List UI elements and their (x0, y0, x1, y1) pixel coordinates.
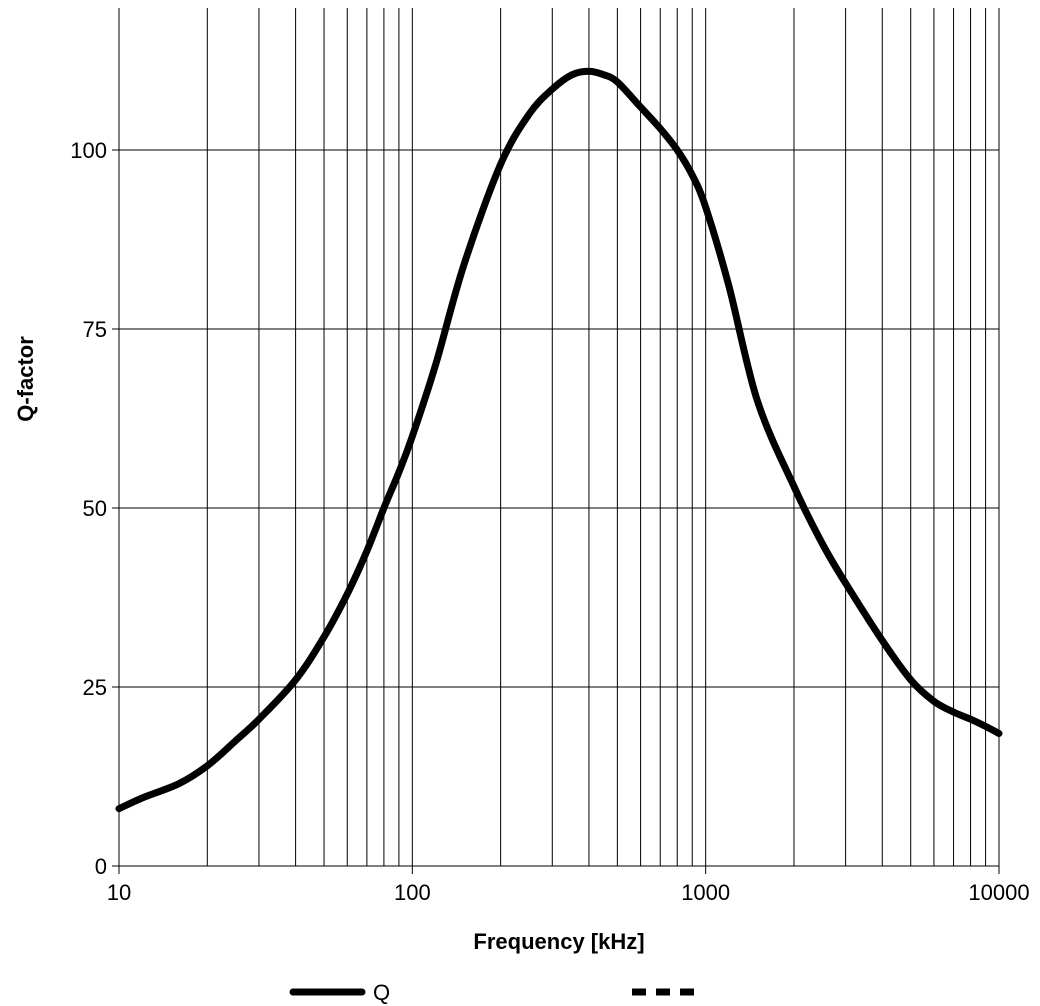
x-tick-label: 100 (394, 880, 431, 905)
x-axis-title: Frequency [kHz] (473, 929, 644, 954)
legend: Q (289, 980, 694, 1005)
x-tick-label: 10 (107, 880, 131, 905)
y-axis-title: Q-factor (13, 336, 38, 422)
tick-labels: 0 25 50 75 100 10 100 1000 10000 (70, 138, 1029, 905)
x-tick-label: 10000 (968, 880, 1029, 905)
y-tick-label: 25 (83, 675, 107, 700)
series (115, 67, 1003, 813)
legend-label-q: Q (373, 980, 390, 1005)
y-tick-label: 100 (70, 138, 107, 163)
y-tick-label: 75 (83, 317, 107, 342)
y-tick-label: 0 (95, 854, 107, 879)
y-tick-label: 50 (83, 496, 107, 521)
axes (118, 8, 999, 867)
grid (119, 8, 1000, 866)
series-line-q (115, 67, 1003, 813)
x-tick-label: 1000 (681, 880, 730, 905)
